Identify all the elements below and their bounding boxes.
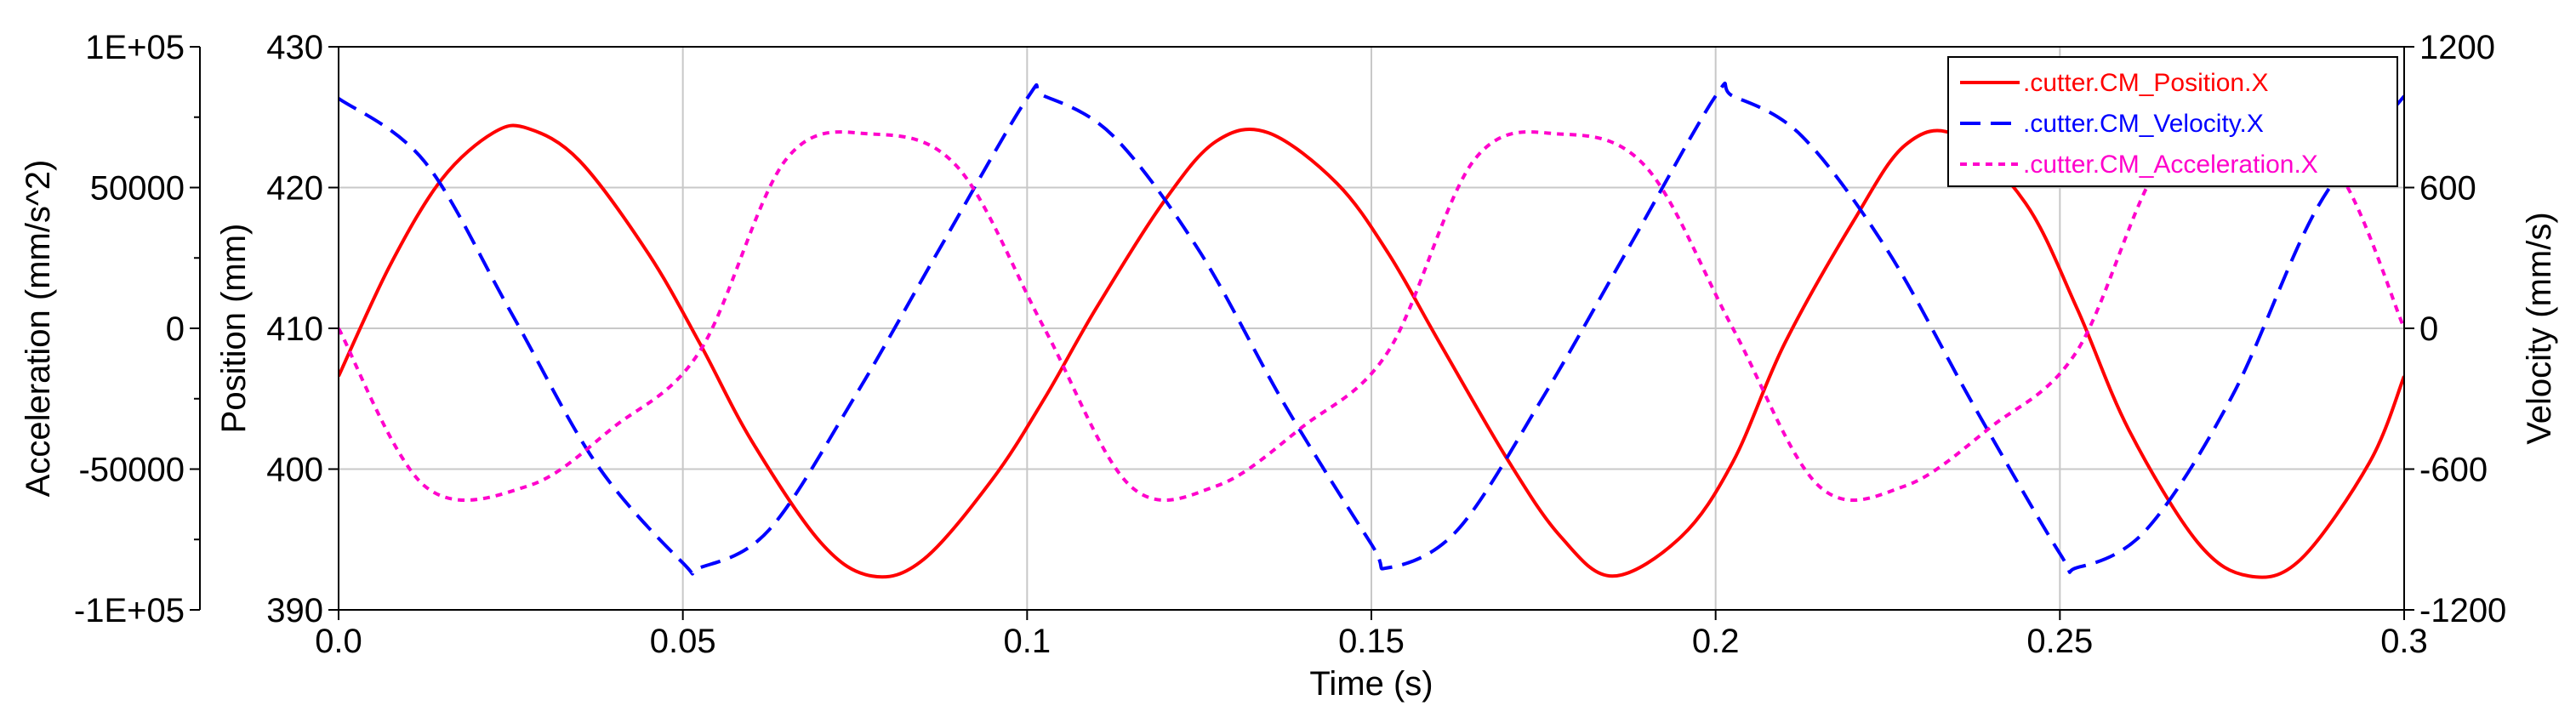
position-tick-label: 420 bbox=[266, 170, 323, 208]
legend-label-velocity: .cutter.CM_Velocity.X bbox=[2023, 110, 2264, 138]
position-tick-label: 400 bbox=[266, 452, 323, 489]
velocity-tick-label: 1200 bbox=[2419, 29, 2495, 66]
legend-label-position: .cutter.CM_Position.X bbox=[2023, 69, 2268, 97]
acceleration-tick-label: 1E+05 bbox=[85, 29, 185, 66]
legend: .cutter.CM_Position.X .cutter.CM_Velocity… bbox=[1947, 56, 2398, 187]
acceleration-tick-label: 0 bbox=[166, 310, 185, 348]
axes-layer: 0.0 0.05 0.1 0.15 0.2 0.25 0.3 Time (s) 390 400 41… bbox=[20, 29, 2558, 703]
acceleration-tick-label: -1E+05 bbox=[74, 592, 185, 629]
acceleration-axis-title: Acceleration (mm/s^2) bbox=[20, 160, 57, 498]
acceleration-tick-label: -50000 bbox=[78, 452, 185, 489]
legend-label-acceleration: .cutter.CM_Acceleration.X bbox=[2023, 151, 2318, 179]
x-axis-title: Time (s) bbox=[1309, 665, 1433, 703]
x-tick-label: 0.25 bbox=[2026, 623, 2093, 660]
legend-box bbox=[1947, 56, 2398, 187]
x-tick-label: 0.1 bbox=[1004, 623, 1051, 660]
position-tick-label: 430 bbox=[266, 29, 323, 66]
x-tick-label: 0.15 bbox=[1338, 623, 1405, 660]
velocity-tick-label: -1200 bbox=[2419, 592, 2506, 629]
series-line-position bbox=[339, 123, 2404, 579]
x-tick-label: 0.2 bbox=[1692, 623, 1740, 660]
velocity-tick-label: 0 bbox=[2419, 310, 2438, 348]
x-tick-label: 0.3 bbox=[2380, 623, 2428, 660]
series-layer bbox=[339, 81, 2404, 579]
velocity-axis-title: Velocity (mm/s) bbox=[2521, 212, 2558, 444]
position-tick-label: 390 bbox=[266, 592, 323, 629]
position-tick-label: 410 bbox=[266, 310, 323, 348]
x-tick-label: 0.05 bbox=[650, 623, 716, 660]
velocity-tick-label: 600 bbox=[2419, 170, 2476, 208]
x-tick-label: 0.0 bbox=[315, 623, 362, 660]
series-line-velocity bbox=[339, 81, 2404, 576]
series-line-acceleration bbox=[339, 130, 2404, 503]
acceleration-tick-label: 50000 bbox=[90, 170, 185, 208]
velocity-tick-label: -600 bbox=[2419, 452, 2488, 489]
grid-layer bbox=[339, 47, 2404, 610]
position-axis-title: Position (mm) bbox=[215, 224, 253, 434]
